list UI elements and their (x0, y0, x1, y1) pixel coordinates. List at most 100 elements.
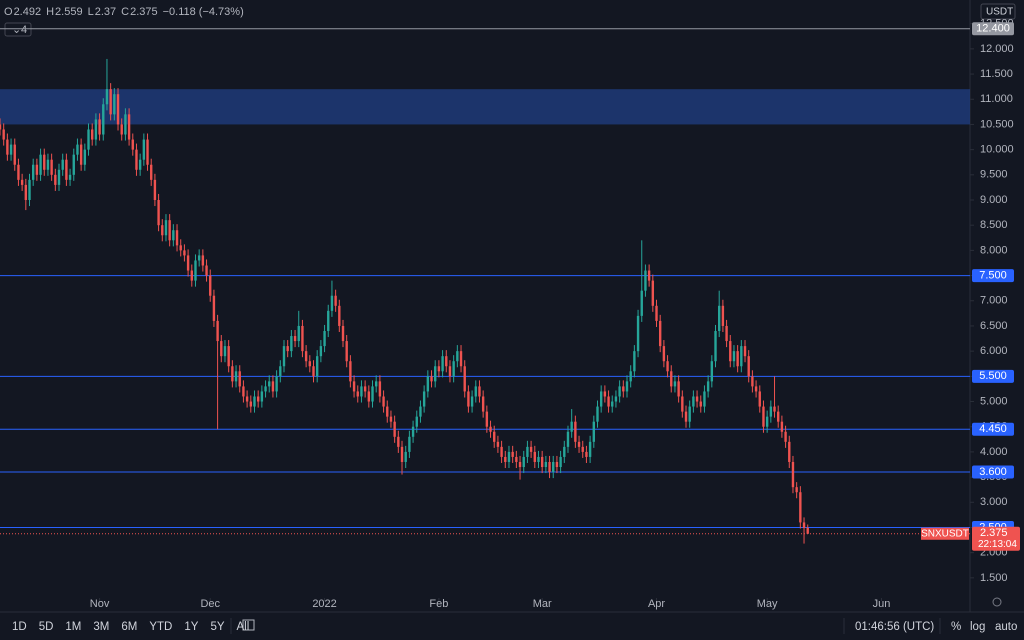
candle-body (238, 371, 241, 387)
candle-body (529, 446, 533, 452)
candle-body (718, 305, 721, 331)
range-button[interactable]: YTD (149, 621, 172, 633)
candle-body (172, 230, 175, 241)
candle-body (463, 366, 466, 392)
candle-body (780, 421, 784, 432)
candle-body (540, 456, 544, 468)
y-tick-label: 7.000 (980, 295, 1008, 307)
candle-body (2, 129, 5, 140)
candle-body (161, 225, 164, 236)
candle-body (474, 386, 477, 397)
range-button[interactable]: 1D (12, 621, 27, 633)
candle-body (24, 184, 28, 201)
candle-body (356, 391, 359, 397)
candle-body (260, 391, 264, 402)
candle-body (470, 396, 474, 407)
y-tick-label: 6.500 (980, 320, 1008, 332)
candle-body (633, 351, 636, 372)
level-label: 7.500 (979, 269, 1007, 281)
settings-icon[interactable] (992, 597, 1002, 607)
candle-body (666, 361, 669, 372)
y-tick-label: 11.000 (980, 93, 1013, 105)
candle-body (35, 164, 39, 175)
candle-body (168, 220, 171, 241)
candle-body (640, 290, 643, 316)
range-button[interactable]: 5D (39, 621, 54, 633)
symbol-label: SNXUSDT (921, 528, 969, 539)
candle-body (747, 356, 750, 377)
candle-body (441, 356, 444, 372)
candle-body (61, 159, 64, 170)
range-button[interactable]: 1M (65, 621, 81, 633)
level-label: 4.450 (979, 423, 1007, 435)
candle-body (577, 441, 581, 447)
indicator-toggle[interactable] (4, 22, 32, 37)
candle-body (714, 330, 717, 362)
y-tick-label: 8.500 (980, 219, 1008, 231)
candle-body (563, 446, 566, 457)
candle-body (378, 381, 382, 397)
candle-body (135, 149, 138, 170)
range-button[interactable]: 3M (93, 621, 109, 633)
legend-change: −0.118 (−4.73%) (163, 6, 244, 18)
candle-body (725, 325, 728, 342)
candle-body (456, 351, 459, 362)
candle-body (31, 164, 35, 180)
candle-body (327, 310, 330, 331)
currency-button[interactable] (980, 3, 1016, 20)
candle-body (87, 129, 90, 150)
legend-value: 2.559 (55, 6, 83, 18)
candle-body (500, 446, 503, 457)
x-tick-label: Mar (533, 598, 552, 610)
candle-body (662, 346, 666, 362)
candle-body (603, 391, 607, 397)
legend-label: H (46, 6, 54, 18)
candle-body (677, 381, 680, 397)
range-button[interactable]: 6M (121, 621, 137, 633)
candle-body (279, 366, 282, 377)
level-tag (972, 22, 1014, 36)
candle-body (695, 396, 699, 402)
range-button[interactable]: All (237, 621, 250, 633)
candle-body (13, 144, 16, 165)
candle-body (762, 406, 765, 427)
log-toggle[interactable]: log (970, 621, 985, 633)
candle-body (20, 179, 24, 185)
candle-body (574, 421, 577, 442)
candle-body (552, 461, 555, 473)
candle-body (397, 436, 400, 447)
candle-body (312, 366, 315, 377)
candle-body (349, 361, 352, 382)
auto-toggle[interactable]: auto (995, 621, 1017, 633)
price-label: 2.375 (980, 527, 1008, 539)
candle-body (625, 381, 629, 392)
candle-body (105, 89, 109, 105)
candle-body (452, 361, 455, 377)
range-button[interactable]: 5Y (210, 621, 224, 633)
candle-body (548, 461, 551, 473)
candle-body (197, 255, 201, 261)
candle-body (91, 129, 94, 140)
candle-body (175, 230, 179, 246)
candle-body (245, 396, 249, 402)
candle-body (386, 406, 389, 417)
candle-body (507, 451, 511, 462)
range-button[interactable]: 1Y (184, 621, 198, 633)
candle-body (338, 305, 341, 326)
candle-body (784, 431, 787, 442)
candle-body (212, 295, 216, 321)
candle-body (670, 371, 673, 387)
candle-body (6, 139, 9, 155)
level-label: 5.500 (979, 370, 1007, 382)
date-range-icon[interactable] (242, 619, 255, 631)
candle-body (304, 351, 308, 362)
candle-body (485, 411, 489, 427)
y-tick-label: 3.000 (980, 496, 1008, 508)
candle-body (256, 396, 260, 402)
y-tick-label: 8.000 (980, 244, 1008, 256)
candle-body (290, 336, 293, 352)
percent-toggle[interactable]: % (951, 621, 961, 633)
candle-body (234, 371, 238, 382)
candle-body (426, 376, 430, 392)
candle-body (729, 341, 732, 362)
